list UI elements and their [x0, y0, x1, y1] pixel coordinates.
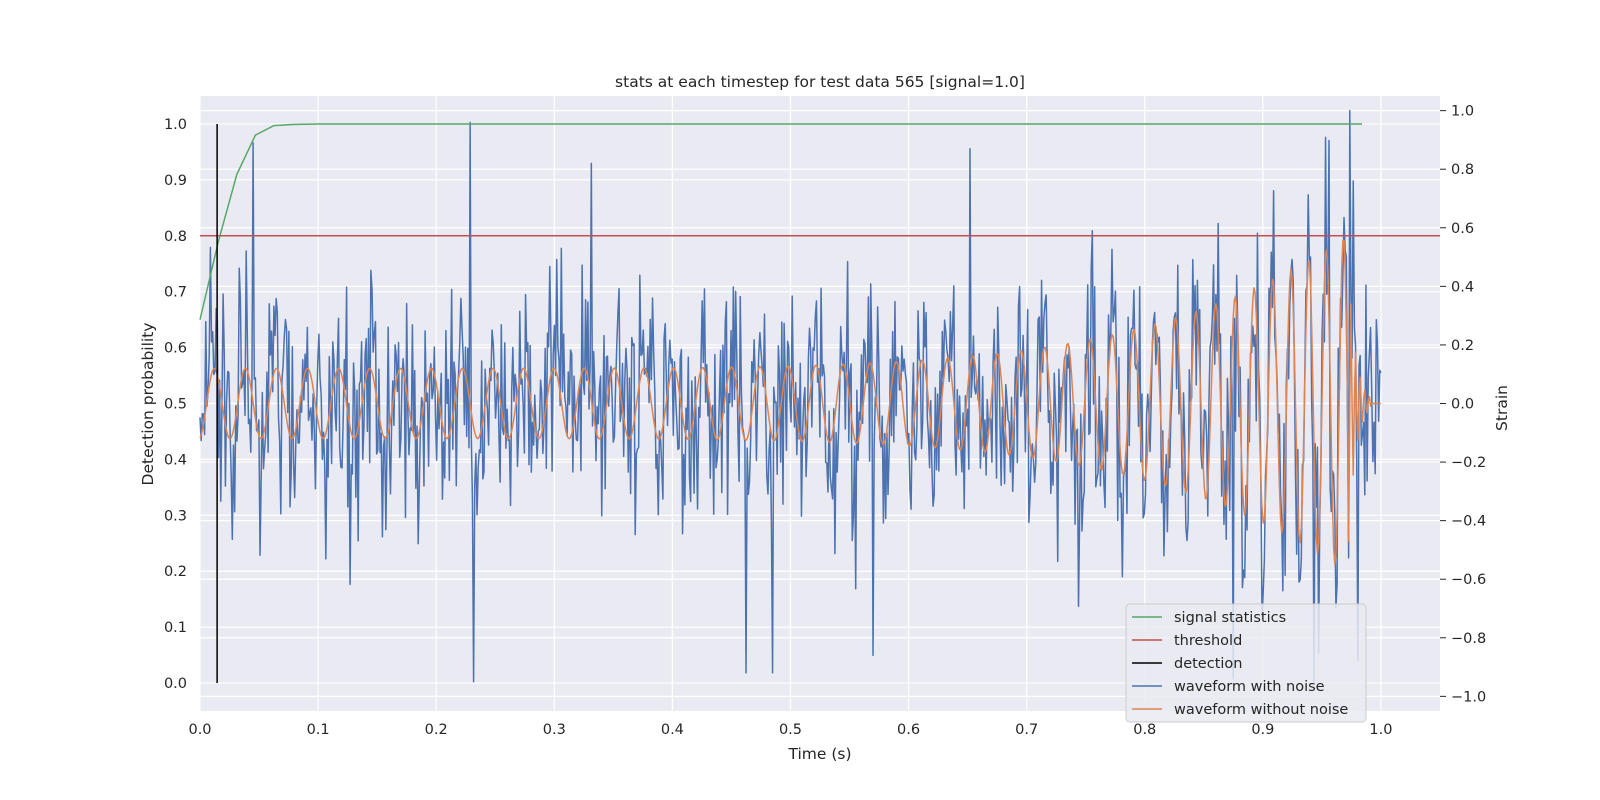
y2-tick-label: −0.8 [1451, 631, 1486, 647]
x-tick-label: 1.0 [1369, 722, 1392, 738]
legend-label-signal-statistics: signal statistics [1174, 610, 1286, 626]
y2-axis-label: Strain [1493, 385, 1511, 431]
chart-title: stats at each timestep for test data 565… [615, 73, 1025, 91]
series-waveform-with-noise [199, 109, 1382, 683]
legend-label-waveform-without-noise: waveform without noise [1174, 702, 1348, 718]
y2-tick-label: −1.0 [1451, 689, 1486, 705]
x-tick-label: 0.5 [779, 722, 802, 738]
y2-tick-label: −0.2 [1451, 455, 1486, 471]
x-tick-label: 0.3 [543, 722, 566, 738]
y2-tick-label: 1.0 [1451, 104, 1474, 120]
x-tick-label: 0.8 [1133, 722, 1156, 738]
y2-tick-label: 0.2 [1451, 338, 1474, 354]
x-tick-label: 0.6 [897, 722, 920, 738]
x-tick-label: 0.0 [188, 722, 211, 738]
y-tick-label: 0.1 [164, 620, 187, 636]
tick-labels: 0.0 0.1 0.2 0.3 0.4 0.5 0.6 0.7 0.8 0.9 1.0 0.0 0.1 0… [164, 104, 1486, 738]
legend-box [1125, 603, 1367, 723]
y-tick-label: 0.9 [164, 173, 187, 189]
series-waveform-without-noise [199, 239, 1381, 565]
y2-tick-label: −0.4 [1451, 514, 1486, 530]
y2-tick-label: 0.8 [1451, 162, 1474, 178]
series-layer [199, 109, 1440, 684]
y-tick-label: 0.8 [164, 229, 187, 245]
y-tick-label: 0.3 [164, 508, 187, 524]
y2-tick-label: 0.6 [1451, 221, 1474, 237]
legend-label-threshold: threshold [1174, 633, 1242, 649]
series-signal-statistics [199, 123, 1363, 320]
x-axis-label: Time (s) [787, 745, 851, 763]
y2-tick-label: −0.6 [1451, 572, 1486, 588]
y-tick-label: 0.2 [164, 564, 187, 580]
y2-tick-label: 0.4 [1451, 279, 1474, 295]
legend: signal statistics threshold detection wa… [1125, 603, 1367, 723]
y-tick-label: 1.0 [164, 117, 187, 133]
x-tick-label: 0.7 [1015, 722, 1038, 738]
y-tick-label: 0.7 [164, 285, 187, 301]
y-tick-label: 0.4 [164, 452, 187, 468]
x-tick-label: 0.2 [425, 722, 448, 738]
y-tick-label: 0.6 [164, 341, 187, 357]
legend-label-detection: detection [1174, 656, 1242, 672]
x-tick-label: 0.1 [307, 722, 330, 738]
x-tick-label: 0.9 [1251, 722, 1274, 738]
y-axis-label: Detection probability [139, 323, 157, 486]
y2-tick-label: 0.0 [1451, 397, 1474, 413]
legend-label-waveform-with-noise: waveform with noise [1174, 679, 1325, 695]
x-tick-label: 0.4 [661, 722, 684, 738]
y-tick-label: 0.5 [164, 397, 187, 413]
y-tick-label: 0.0 [164, 676, 187, 692]
